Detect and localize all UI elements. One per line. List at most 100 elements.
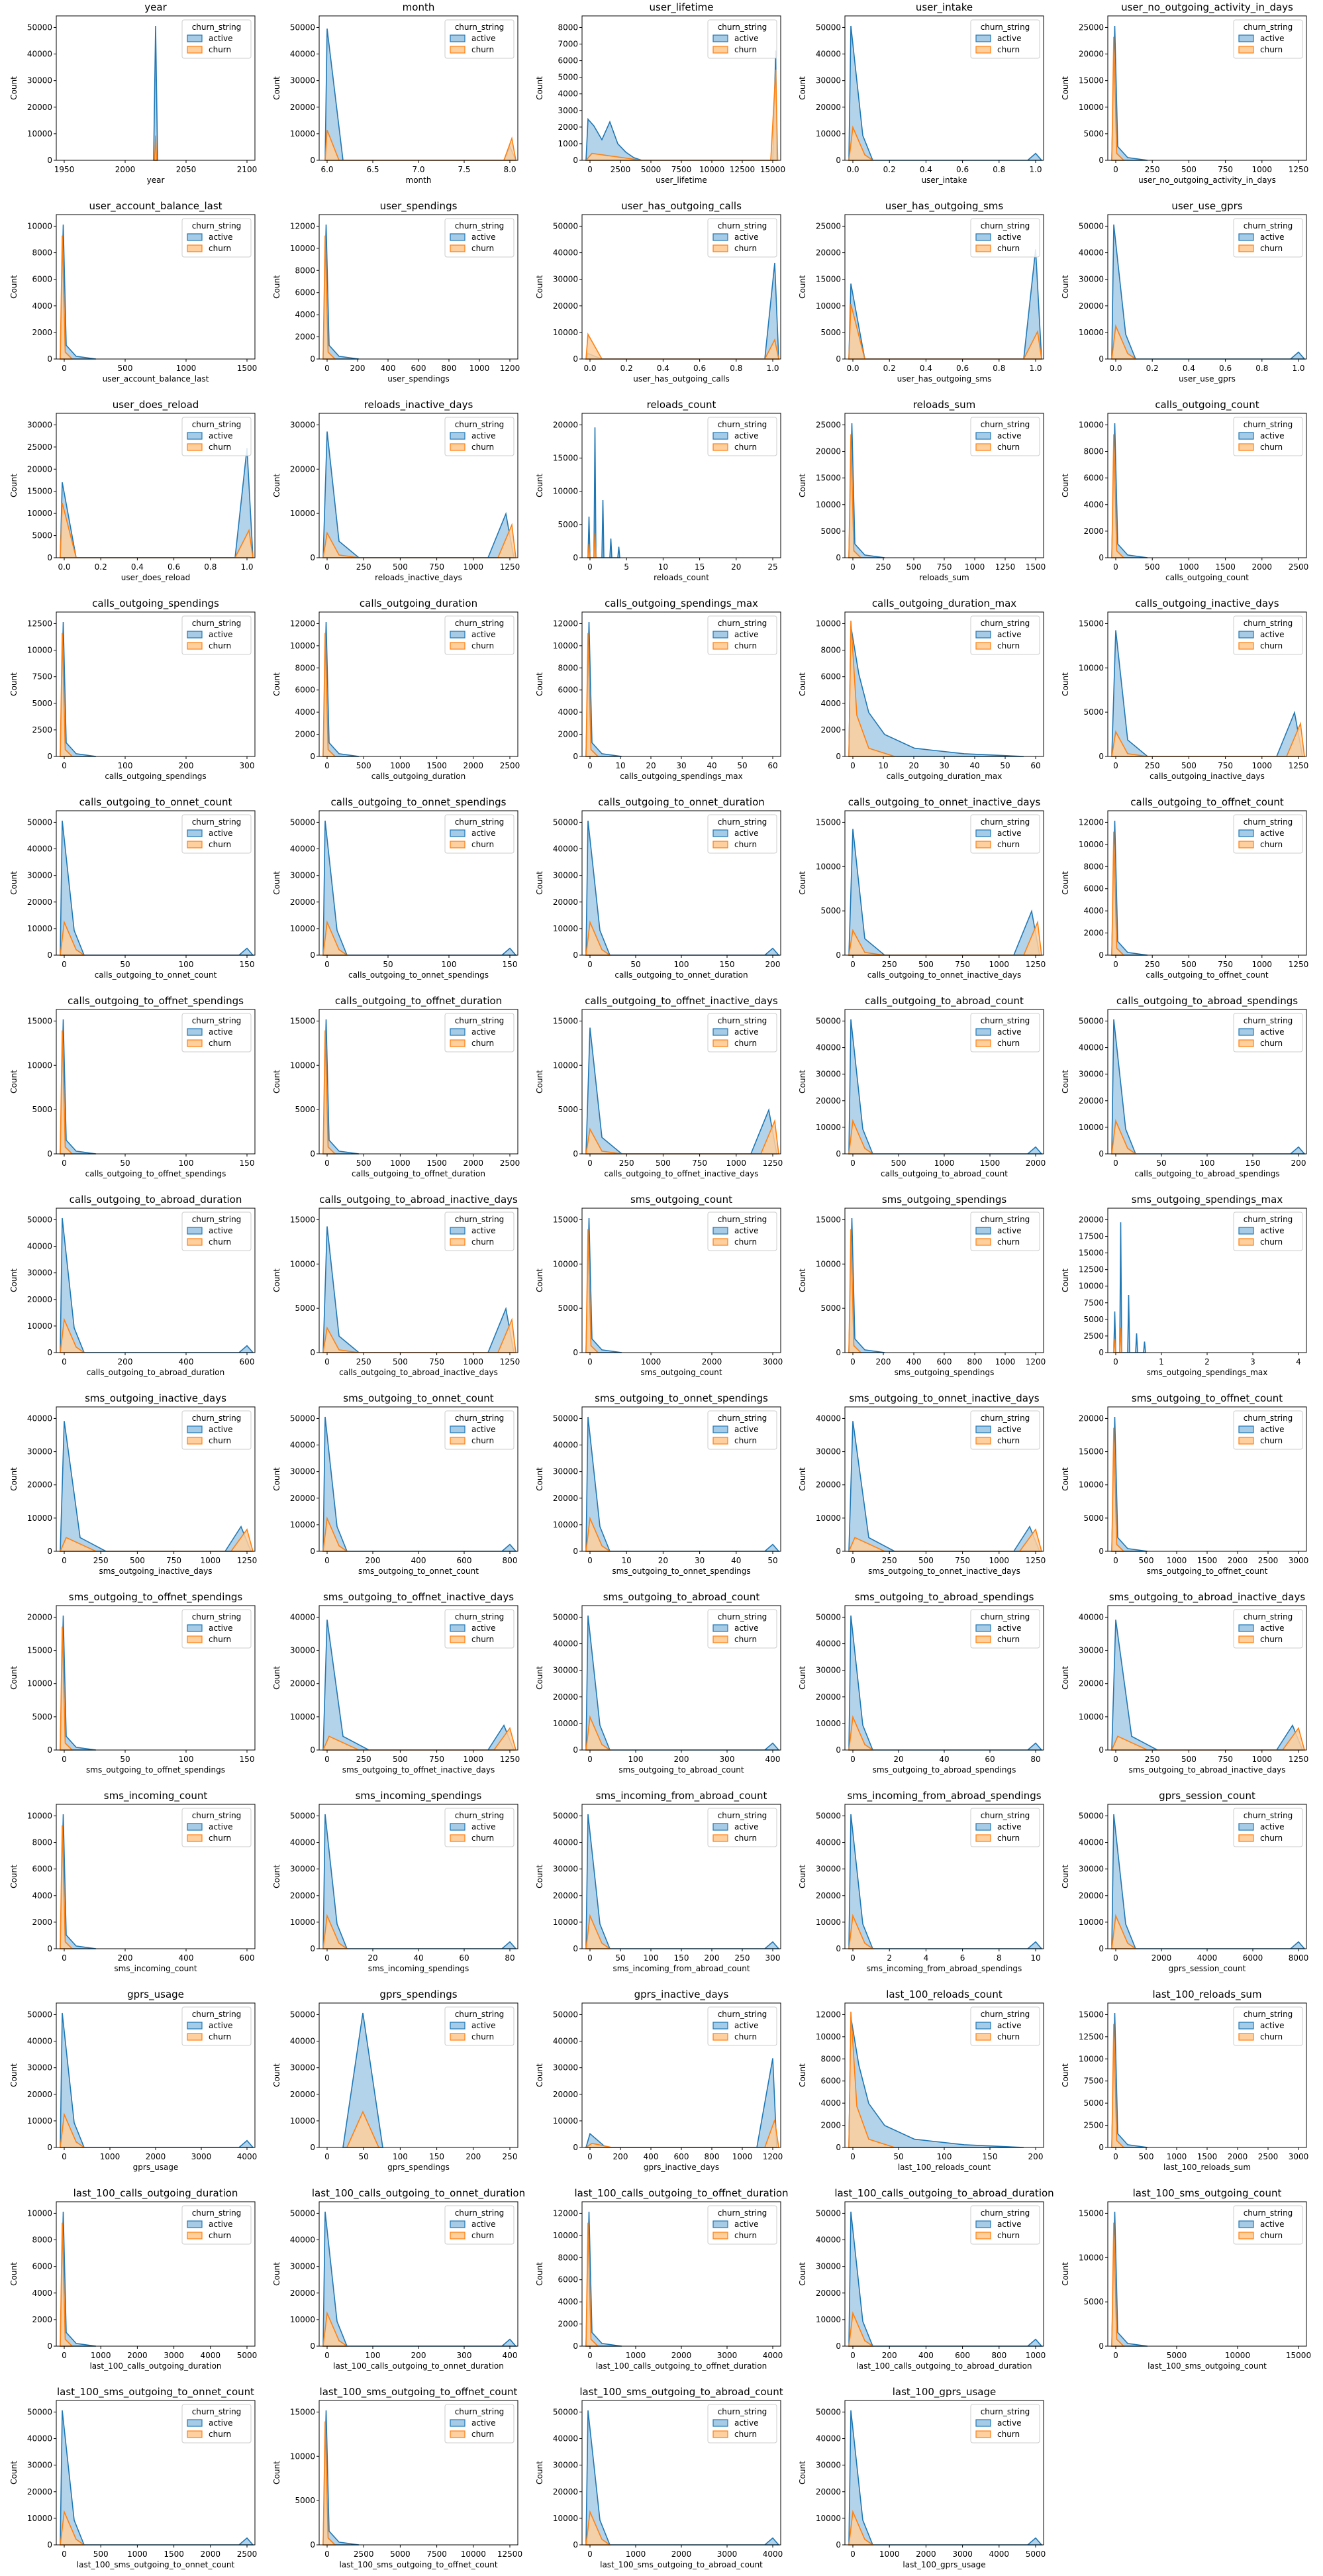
legend-title: churn_string	[718, 420, 767, 429]
y-tick-label: 4000	[558, 89, 578, 99]
y-tick-label: 40000	[1079, 1838, 1104, 1847]
plot-frame	[1107, 810, 1307, 956]
x-tick-label: 750	[1218, 165, 1233, 174]
y-tick-label: 40000	[816, 50, 841, 59]
x-tick-label: 1250	[763, 1159, 783, 1168]
plot-frame	[844, 1406, 1044, 1552]
x-tick-label: 500	[906, 562, 922, 572]
x-tick-label: 0	[587, 1357, 593, 1366]
legend-swatch-active	[712, 1028, 728, 1036]
y-tick-label: 50000	[816, 2407, 841, 2416]
y-axis-label: Count	[272, 1070, 281, 1094]
panel-title: calls_outgoing_to_onnet_spendings	[330, 796, 506, 809]
x-tick-label: 750	[166, 1556, 181, 1565]
y-tick-label: 10000	[290, 641, 315, 650]
plot-frame	[581, 1009, 781, 1155]
y-tick-label: 20000	[290, 464, 315, 474]
y-tick-label: 20000	[816, 2487, 841, 2497]
y-tick-label: 2500	[32, 725, 52, 735]
x-tick-label: 400	[503, 2351, 518, 2360]
plot-frame	[844, 15, 1044, 161]
x-axis-label: sms_outgoing_to_offnet_count	[1147, 1567, 1268, 1576]
y-tick-label: 30000	[27, 871, 52, 880]
x-tick-label: 150	[674, 1953, 689, 1963]
x-tick-label: 250	[356, 1755, 371, 1764]
x-tick-label: 200	[705, 1953, 720, 1963]
legend-swatch-churn	[975, 1437, 991, 1445]
legend-label-churn: churn	[734, 442, 757, 452]
y-axis-label: Count	[798, 871, 807, 895]
x-tick-label: 1.0	[1029, 165, 1042, 174]
y-tick-label: 0	[47, 553, 52, 562]
y-tick-label: 0	[1099, 752, 1104, 761]
y-tick-label: 20000	[1079, 1414, 1104, 1423]
y-tick-label: 2000	[32, 2315, 52, 2324]
legend-label-active: active	[734, 34, 758, 43]
x-axis-label: reloads_inactive_days	[375, 573, 462, 582]
x-tick-label: 500	[393, 562, 408, 572]
x-tick-label: 0	[1113, 1755, 1118, 1764]
x-tick-label: 0	[1113, 960, 1118, 969]
y-tick-label: 2000	[558, 123, 578, 132]
legend-label-active: active	[997, 2220, 1021, 2229]
y-tick-label: 0	[47, 951, 52, 960]
x-tick-label: 0.8	[1255, 364, 1268, 373]
legend-label-active: active	[209, 1623, 232, 1633]
x-tick-label: 0.2	[1146, 364, 1159, 373]
legend-label-active: active	[471, 2418, 495, 2428]
x-tick-label: 0.0	[58, 562, 70, 572]
y-tick-label: 10000	[816, 129, 841, 138]
x-tick-label: 100	[179, 1755, 194, 1764]
legend-label-churn: churn	[997, 442, 1020, 452]
y-tick-label: 0	[47, 2143, 52, 2152]
plot-frame	[581, 1406, 781, 1552]
y-tick-label: 6000	[558, 686, 578, 695]
x-axis-label: sms_outgoing_inactive_days	[99, 1567, 212, 1576]
x-axis-label: sms_incoming_spendings	[368, 1964, 469, 1973]
x-tick-label: 10000	[699, 165, 724, 174]
panel-title: user_spendings	[380, 200, 458, 213]
x-tick-label: 500	[356, 761, 371, 770]
x-tick-label: 0.4	[131, 562, 144, 572]
y-tick-label: 15000	[816, 474, 841, 483]
series-churn-area	[322, 1727, 517, 1751]
plot-frame	[318, 1605, 518, 1751]
y-tick-label: 6000	[295, 288, 315, 297]
y-tick-label: 4000	[32, 1891, 52, 1900]
x-tick-label: 2000	[1252, 562, 1273, 572]
panel-title: user_no_outgoing_activity_in_days	[1121, 1, 1293, 14]
legend-swatch-active	[1238, 1823, 1254, 1831]
x-tick-label: 0.2	[883, 165, 896, 174]
y-tick-label: 20000	[27, 464, 52, 474]
y-axis-label: Count	[535, 1865, 544, 1888]
y-tick-label: 50000	[553, 2407, 578, 2416]
x-tick-label: 8	[997, 1953, 1002, 1963]
x-tick-label: 100	[644, 1953, 659, 1963]
legend-label-churn: churn	[471, 244, 494, 253]
x-tick-label: 300	[457, 2351, 472, 2360]
legend-label-active: active	[1260, 630, 1284, 639]
x-tick-label: 40	[731, 1556, 741, 1565]
x-tick-label: 1000	[464, 1357, 484, 1366]
x-tick-label: 0	[587, 1159, 593, 1168]
x-tick-label: 2000	[1228, 1556, 1248, 1565]
y-tick-label: 0	[836, 2143, 841, 2152]
legend-label-churn: churn	[471, 1039, 494, 1048]
legend-swatch-active	[450, 432, 466, 440]
x-axis-label: calls_outgoing_to_onnet_duration	[614, 970, 748, 980]
x-tick-label: 5	[624, 562, 629, 572]
panel-title: sms_incoming_from_abroad_count	[596, 1790, 767, 1802]
legend-label-active: active	[471, 829, 495, 838]
panel-title: sms_outgoing_to_onnet_spendings	[595, 1392, 768, 1405]
y-tick-label: 10000	[290, 2451, 315, 2461]
legend-title: churn_string	[455, 619, 505, 628]
x-tick-label: 50	[737, 761, 747, 770]
panel-title: last_100_reloads_count	[886, 1988, 1003, 2001]
legend-title: churn_string	[981, 619, 1030, 628]
y-tick-label: 5000	[32, 699, 52, 708]
legend-swatch-churn	[1238, 841, 1254, 849]
legend-swatch-active	[187, 432, 203, 440]
x-tick-label: 3000	[952, 2550, 973, 2559]
y-tick-label: 0	[310, 1944, 315, 1953]
x-tick-label: 300	[720, 1755, 735, 1764]
